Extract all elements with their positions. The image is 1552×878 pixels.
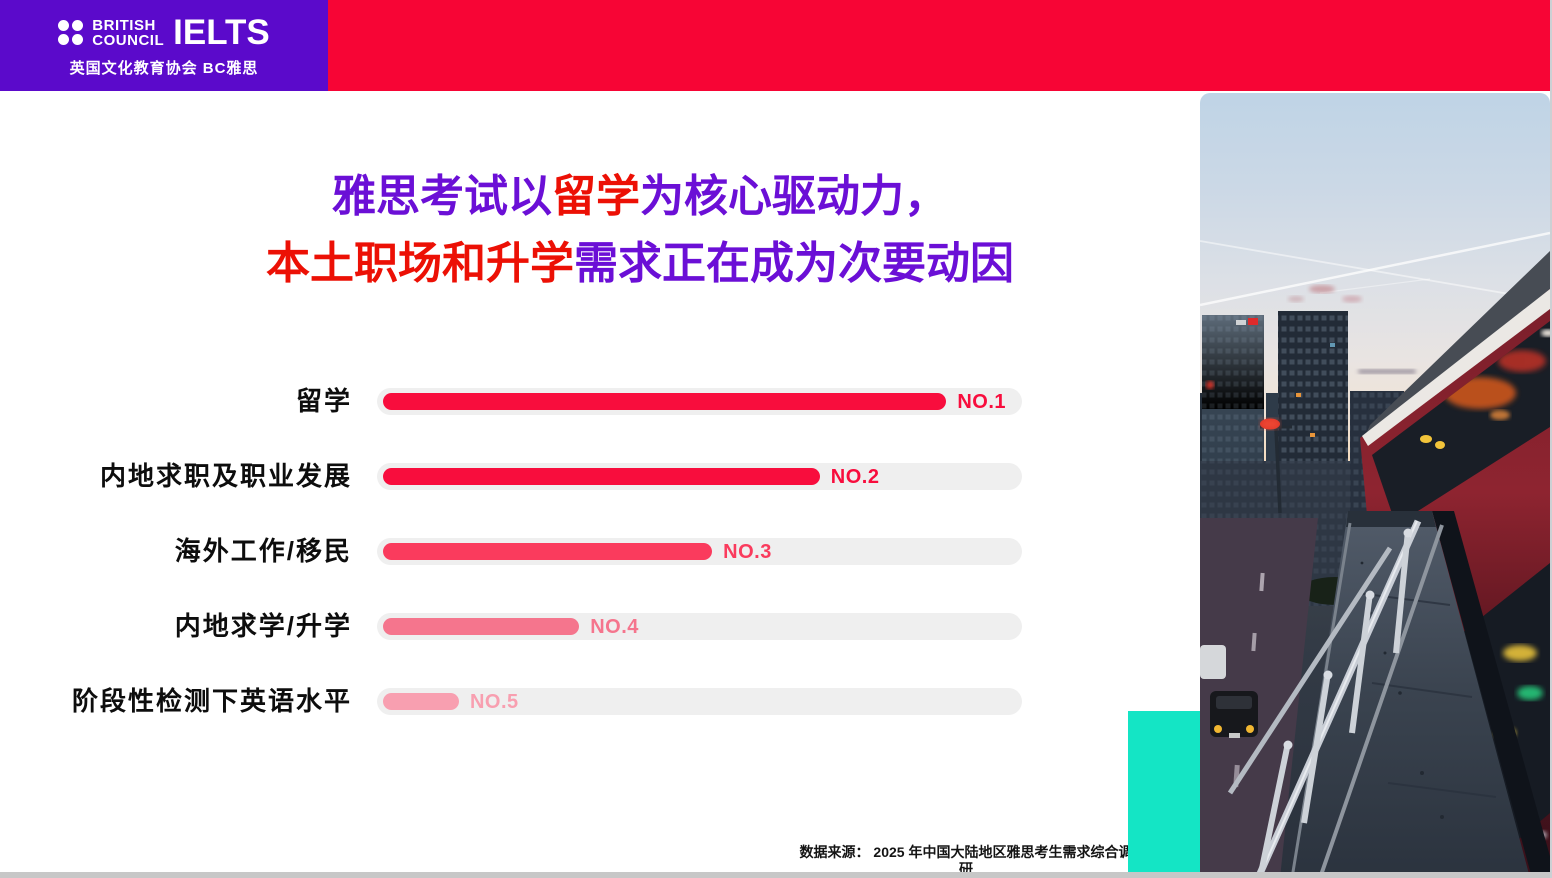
walkway-railings [1227,519,1444,878]
bar-track: NO.4 [377,613,1022,640]
logo-subtitle: 英国文化教育协会 BC雅思 [69,60,259,77]
rank-label: NO.4 [590,616,639,638]
british-council-dots-icon [58,20,84,45]
bar-fill [383,468,820,485]
title-highlight-2: 本土职场和升学 [266,239,574,288]
category-label: 内地求学/升学 [174,611,352,641]
bar-track: NO.3 [377,538,1022,565]
bottom-window-strip [0,872,1552,878]
city-dusk-photo [1200,93,1550,878]
logo-org-line1: BRITISH [92,16,156,34]
chart-row: 海外工作/移民 NO.3 [0,538,1022,565]
category-label: 内地求职及职业发展 [99,461,352,491]
logo-org-name: BRITISH COUNCIL [92,18,164,48]
logo-product-name: IELTS [173,13,270,52]
bar-track: NO.5 [377,688,1022,715]
rank-label: NO.3 [723,541,772,563]
city-photo-art [1200,231,1550,878]
data-source-label: 数据来源： [799,844,870,860]
logo-org-line2: COUNCIL [92,31,165,49]
walkway-shadow [1432,511,1550,878]
category-label: 海外工作/移民 [174,536,352,566]
header-red-band [328,0,1550,91]
rank-label: NO.1 [957,391,1007,413]
slide-title: 雅思考试以留学为核心驱动力， 本土职场和升学需求正在成为次要动因 [0,163,1280,297]
road-and-cars [1200,518,1318,878]
teal-accent-block [1128,711,1200,873]
rank-label: NO.2 [830,466,880,488]
header-brand-block: BRITISH COUNCIL IELTS 英国文化教育协会 BC雅思 [0,0,328,91]
chart-row: 内地求职及职业发展 NO.2 [0,463,1022,490]
bar-fill [383,543,713,560]
category-label: 留学 [295,386,352,416]
chart-row: 内地求学/升学 NO.4 [0,613,1022,640]
title-line-1: 雅思考试以留学为核心驱动力， [332,172,948,221]
chart-row: 阶段性检测下英语水平 NO.5 [0,688,1022,715]
rank-label: NO.5 [469,691,519,713]
title-line-2: 本土职场和升学需求正在成为次要动因 [266,239,1014,288]
british-council-ielts-logo: BRITISH COUNCIL IELTS [58,13,270,52]
rank-bar-chart: 留学 NO.1 内地求职及职业发展 NO.2 海外工作/移民 [0,388,1022,715]
street-lamps [1206,381,1292,514]
sky-contrails [1200,231,1550,307]
chart-row: 留学 NO.1 [0,388,1022,415]
bar-track: NO.2 [377,463,1022,490]
bar-fill [383,693,459,710]
title-highlight-1: 留学 [552,172,640,221]
bar-fill [383,393,947,410]
category-label: 阶段性检测下英语水平 [71,686,352,716]
bar-fill [383,618,580,635]
bar-track: NO.1 [377,388,1022,415]
right-edge-scrollbar[interactable] [1550,0,1552,878]
